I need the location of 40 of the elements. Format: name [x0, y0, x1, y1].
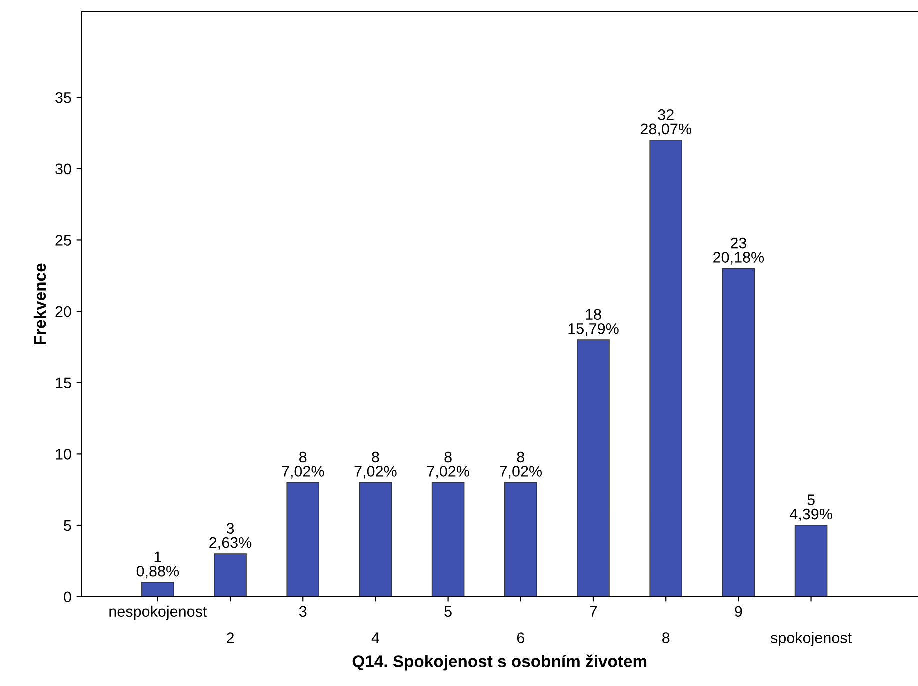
data-label: 8 7,02% [354, 452, 397, 479]
bar [577, 340, 610, 597]
data-label: 32 28,07% [640, 110, 692, 136]
x-tick-label: 5 [444, 606, 452, 618]
y-tick-label: 0 [64, 592, 72, 603]
x-tick-label: 2 [227, 632, 234, 644]
y-tick-label: 35 [56, 92, 72, 104]
x-tick-label: 9 [735, 606, 742, 618]
y-tick-label: 10 [56, 449, 72, 460]
bar [286, 482, 320, 597]
x-tick-label: 3 [299, 606, 307, 618]
x-tick-label: 4 [372, 632, 380, 644]
bar [214, 554, 247, 597]
x-tick-label: 7 [590, 606, 597, 617]
y-axis-title: Frekvence [34, 264, 46, 345]
bar [504, 482, 538, 597]
x-tick-label: 8 [662, 632, 670, 644]
data-label: 5 4,39% [790, 494, 832, 522]
bar [432, 482, 465, 597]
bar [794, 525, 828, 597]
y-tick-label: 15 [56, 378, 72, 389]
data-label: 23 20,18% [714, 238, 764, 265]
bar [722, 268, 756, 597]
data-label: 3 2,63% [210, 523, 252, 550]
data-label: 8 7,02% [500, 452, 542, 479]
bar [142, 582, 174, 597]
data-label: 8 7,02% [427, 452, 470, 479]
bar [359, 482, 392, 597]
data-label: 8 7,02% [282, 452, 324, 479]
data-label: 18 15,79% [568, 309, 619, 336]
data-label: 1 0,88% [136, 552, 180, 579]
x-axis-title: Q14. Spokojenost s osobním životem [352, 654, 647, 671]
x-tick-label: 6 [517, 632, 524, 644]
y-tick-label: 20 [56, 306, 72, 318]
y-tick-label: 25 [56, 235, 72, 246]
y-tick-label: 30 [56, 164, 72, 175]
x-tick-label: nespokojenost [110, 606, 208, 620]
bar [650, 140, 682, 597]
x-tick-label: spokojenost [770, 632, 852, 646]
y-tick-label: 5 [64, 520, 72, 532]
